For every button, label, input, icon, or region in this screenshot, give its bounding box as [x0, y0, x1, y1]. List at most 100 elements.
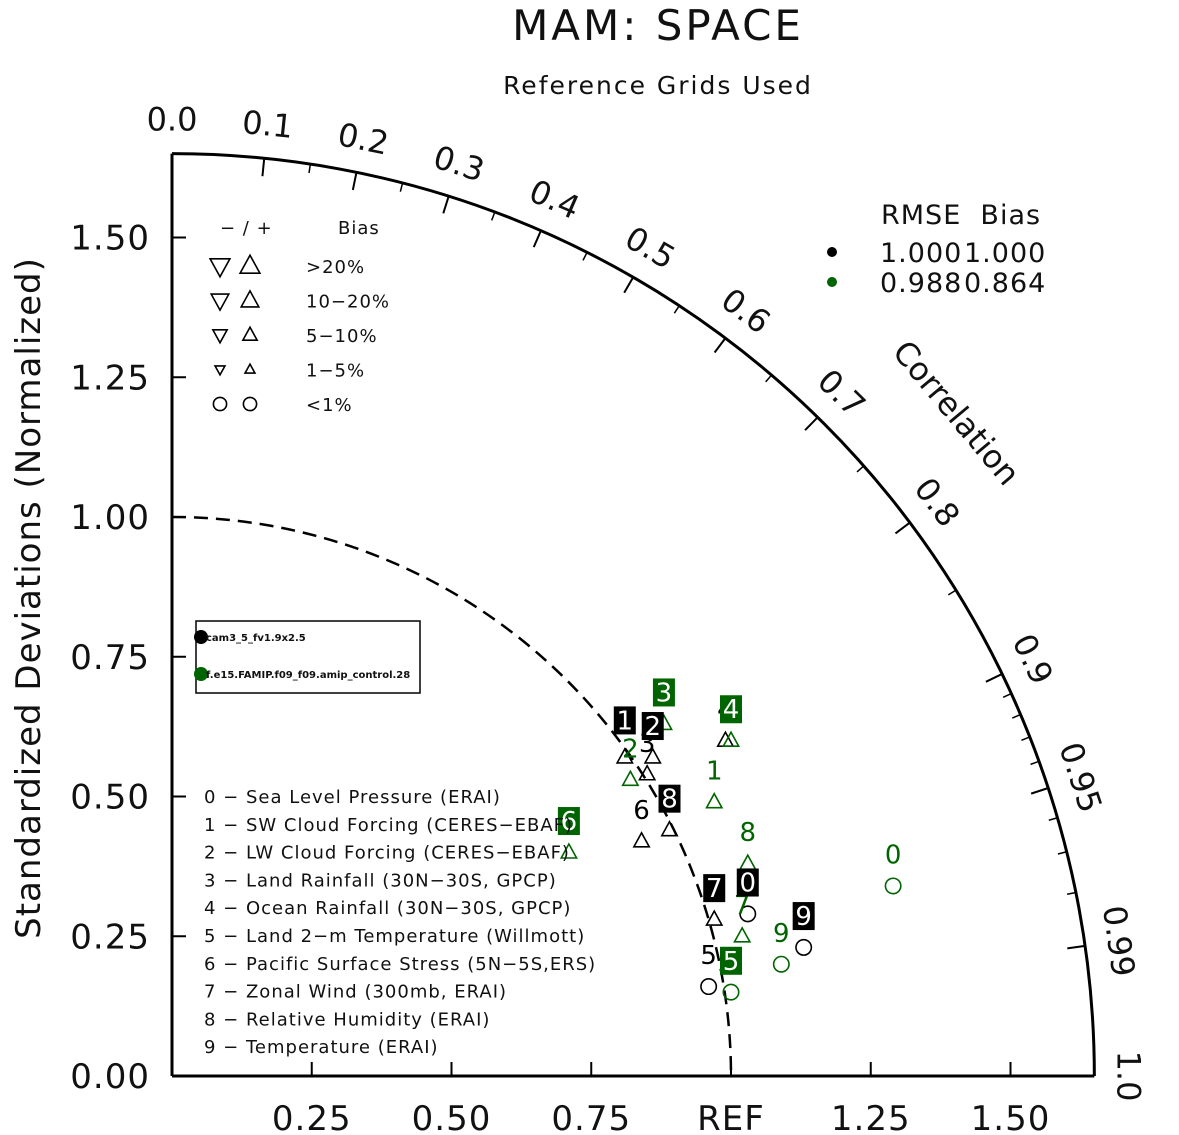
data-label-box: [720, 695, 742, 724]
x-tick-label: 0.25: [272, 1099, 352, 1135]
bias-legend-up-marker: [239, 289, 261, 308]
corr-minor-tick: [1057, 851, 1067, 855]
corr-tick-label: 0.9: [1005, 628, 1061, 690]
rmse-legend-dot: [827, 277, 837, 287]
corr-tick-label: 0.5: [619, 219, 682, 277]
corr-minor-tick: [308, 163, 312, 174]
rmse-legend-bias: 0.864: [964, 268, 1046, 299]
case-legend-item: 7 − Zonal Wind (300mb, ERAI): [204, 982, 507, 1003]
x-tick-label: REF: [697, 1099, 765, 1135]
corr-tick: [623, 276, 635, 294]
data-label: 5: [700, 941, 717, 971]
data-point: [559, 842, 578, 859]
case-legend-item: 9 − Temperature (ERAI): [204, 1037, 439, 1058]
data-label-boxed: 2: [644, 712, 661, 742]
data-point: [615, 747, 634, 764]
corr-minor-tick: [1066, 891, 1077, 895]
data-point: [632, 831, 651, 848]
x-tick-label: 0.50: [412, 1099, 492, 1135]
data-label: 8: [739, 818, 756, 848]
corr-tick: [351, 172, 358, 191]
data-label-box: [792, 902, 815, 931]
corr-tick: [1030, 787, 1049, 795]
case-legend-item: 8 − Relative Humidity (ERAI): [204, 1009, 490, 1030]
corr-tick-label: 0.95: [1051, 738, 1109, 818]
data-label-boxed: 5: [723, 947, 740, 977]
bias-legend-circle-marker: [242, 396, 258, 412]
bias-legend-label: <1%: [306, 395, 353, 416]
bias-legend-header: Bias: [338, 218, 380, 239]
data-label-boxed: 3: [656, 678, 673, 708]
corr-tick: [442, 195, 450, 214]
data-point: [772, 955, 790, 973]
data-point: [721, 730, 741, 748]
data-point: [795, 938, 813, 956]
corr-tick-label: 0.99: [1095, 903, 1143, 979]
data-label-boxed: 1: [617, 706, 634, 736]
x-tick-label: 0.75: [551, 1099, 631, 1135]
y-tick-label: 0.75: [70, 638, 150, 678]
corr-tick-label: 0.2: [335, 115, 392, 162]
y-tick-label: 0.25: [70, 917, 150, 957]
data-label-boxed: 0: [739, 869, 756, 899]
bias-legend-label: 10−20%: [306, 292, 390, 313]
y-tick-label: 1.25: [70, 358, 150, 398]
data-label-boxed: 6: [561, 807, 578, 837]
bias-legend-circle-marker: [212, 396, 228, 412]
corr-tick: [261, 158, 266, 177]
data-label-box: [720, 946, 742, 975]
axes: 0.25 0.50 0.75 REF 1.25 1.500.000.250.500.751…: [70, 152, 1096, 1135]
corr-minor-tick: [490, 211, 496, 221]
corr-minor-tick: [1011, 713, 1021, 719]
rmse-legend-rmse: 1.000: [880, 238, 962, 269]
data-point: [621, 769, 640, 787]
case-legend-item: 5 − Land 2−m Temperature (Willmott): [204, 926, 585, 947]
data-point: [716, 730, 735, 748]
corr-minor-tick: [765, 374, 773, 383]
corr-tick-label: 0.6: [714, 280, 778, 341]
chart-subtitle: Reference Grids Used: [503, 71, 813, 100]
series-legend-label: f.e15.FAMIP.f09_f09.amip_control.28: [206, 670, 410, 681]
data-label: 9: [773, 919, 790, 949]
corr-tick-label: 0.3: [429, 138, 489, 190]
data-label-box: [736, 868, 759, 897]
bias-legend-down-marker: [213, 365, 227, 377]
corr-minor-tick: [856, 465, 865, 473]
data-label-box: [652, 678, 675, 707]
data-label-box: [613, 706, 636, 735]
rmse-legend-header: RMSE Bias: [881, 200, 1041, 231]
correlation-label: Correlation: [885, 333, 1028, 493]
x-tick-label: 1.25: [831, 1099, 911, 1135]
bias-legend-down-marker: [211, 328, 229, 345]
series-legend-dot: [194, 630, 208, 644]
data-point: [739, 905, 757, 923]
reference-arc: [171, 515, 733, 1077]
data-label-boxed: 8: [661, 785, 678, 815]
case-legend-item: 3 − Land Rainfall (30N−30S, GPCP): [204, 870, 557, 891]
series-legend-box: [195, 620, 421, 694]
data-label-box: [658, 784, 681, 813]
bias-legend-down-marker: [208, 257, 232, 279]
case-legend-item: 2 − LW Cloud Forcing (CERES−EBAF): [204, 843, 570, 864]
data-point: [660, 819, 679, 837]
case-legend-item: 6 − Pacific Surface Stress (5N−5S,ERS): [204, 954, 596, 975]
y-tick-label: 1.50: [70, 219, 150, 259]
bias-legend-up-marker: [241, 325, 259, 342]
y-tick-label: 0.00: [70, 1057, 150, 1097]
rmse-legend-dot: [827, 247, 837, 257]
corr-tick-label: 1.0: [1109, 1051, 1147, 1102]
data-marks: 34560127890127893456: [557, 678, 902, 1001]
corr-tick-label: 0.0: [147, 101, 198, 139]
data-point: [884, 877, 902, 895]
data-label-boxed: 4: [723, 695, 740, 725]
data-label: 2: [622, 734, 639, 764]
y-tick-label: 1.00: [70, 498, 150, 538]
data-label-boxed: 9: [795, 902, 812, 932]
data-label: 7: [734, 891, 751, 921]
corr-tick: [713, 337, 727, 354]
corr-minor-tick: [582, 251, 588, 261]
x-tick-label: 1.50: [971, 1099, 1051, 1135]
corr-tick-label: 0.7: [810, 362, 873, 425]
data-label-box: [641, 712, 664, 741]
data-label-box: [703, 874, 726, 903]
